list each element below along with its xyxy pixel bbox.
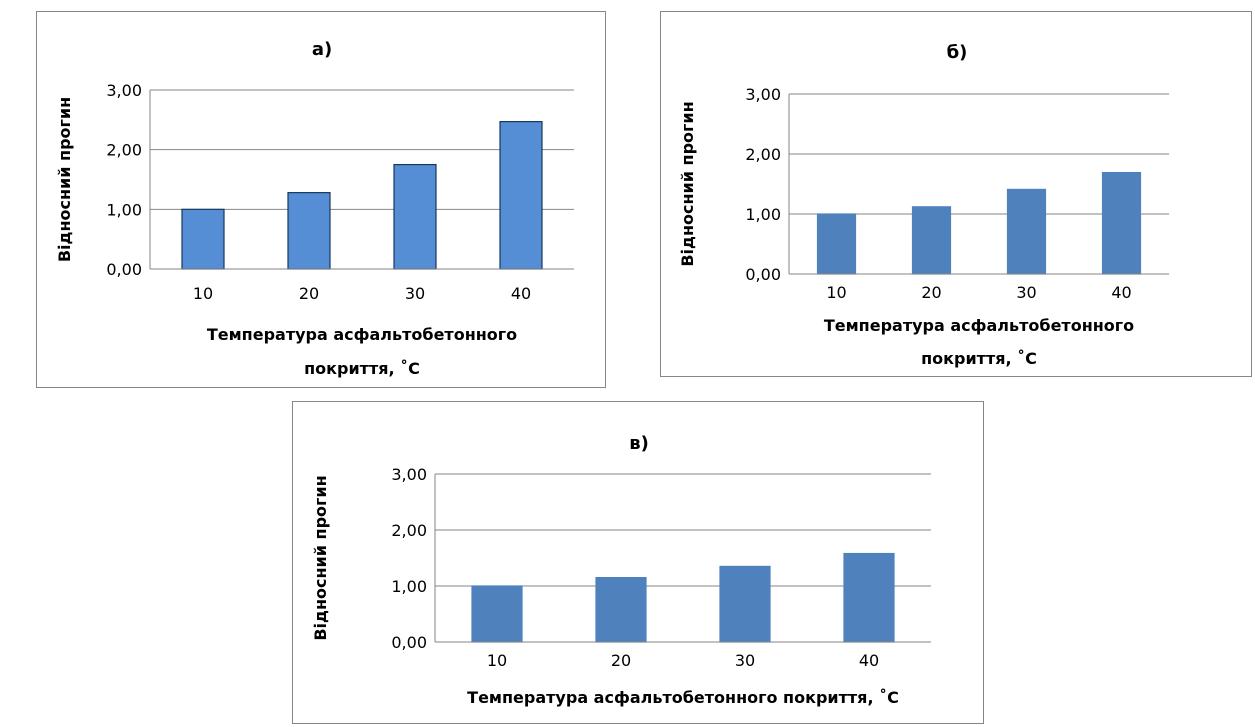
bar — [595, 577, 647, 643]
y-axis-label: Відносний прогин — [55, 97, 74, 262]
chart-a-svg: а) 0,00 1,00 2,00 3,00 10 20 30 40 Температура ас… — [55, 39, 574, 378]
x-tick-label: 10 — [487, 651, 507, 670]
bar — [393, 163, 437, 270]
x-tick-label: 40 — [1111, 283, 1131, 302]
y-tick-label: 0,00 — [745, 265, 781, 284]
y-tick-label: 1,00 — [106, 200, 142, 219]
x-tick-label: 20 — [611, 651, 631, 670]
bar — [843, 552, 895, 643]
y-tick-label: 2,00 — [391, 521, 427, 540]
chart-title: б) — [947, 42, 968, 63]
y-tick-label: 2,00 — [745, 145, 781, 164]
y-axis-label: Відносний прогин — [311, 475, 330, 640]
chart-b-svg: б) 0,00 1,00 2,00 3,00 10 20 30 40 Температура ас… — [678, 42, 1169, 368]
x-tick-label: 30 — [735, 651, 755, 670]
x-axis-label: Температура асфальтобетонного покриття, … — [467, 688, 899, 707]
x-tick-label: 30 — [1016, 283, 1036, 302]
x-tick-label: 30 — [405, 284, 425, 303]
chart-title: в) — [629, 433, 649, 454]
bar — [719, 565, 771, 643]
y-tick-label: 1,00 — [745, 205, 781, 224]
bar — [911, 206, 952, 275]
y-axis-label: Відносний прогин — [678, 101, 697, 266]
x-axis-label: покриття, ˚С — [304, 359, 420, 378]
y-tick-label: 3,00 — [391, 465, 427, 484]
y-tick-label: 1,00 — [391, 577, 427, 596]
y-tick-label: 2,00 — [106, 141, 142, 160]
bar — [499, 121, 543, 270]
x-tick-label: 20 — [299, 284, 319, 303]
bar — [816, 213, 857, 275]
x-tick-label: 10 — [193, 284, 213, 303]
chart-b: б) 0,00 1,00 2,00 3,00 10 20 30 40 Температура ас… — [660, 11, 1252, 377]
chart-title: а) — [312, 39, 332, 60]
bar — [287, 192, 331, 270]
x-tick-label: 40 — [511, 284, 531, 303]
y-tick-label: 0,00 — [391, 633, 427, 652]
y-tick-label: 0,00 — [106, 260, 142, 279]
bar — [1101, 172, 1142, 275]
bar — [1006, 188, 1047, 275]
chart-c-svg: в) 0,00 1,00 2,00 3,00 10 20 30 40 Температура ас… — [311, 433, 931, 707]
x-tick-label: 20 — [921, 283, 941, 302]
x-axis-label: Температура асфальтобетонного — [207, 325, 517, 344]
bar — [471, 585, 523, 643]
x-axis-label: покриття, ˚С — [921, 349, 1037, 368]
x-tick-label: 10 — [826, 283, 846, 302]
y-tick-label: 3,00 — [106, 81, 142, 100]
x-axis-label: Температура асфальтобетонного — [824, 316, 1134, 335]
chart-c: в) 0,00 1,00 2,00 3,00 10 20 30 40 Температура ас… — [292, 401, 984, 724]
bar — [181, 208, 225, 270]
y-tick-label: 3,00 — [745, 85, 781, 104]
x-tick-label: 40 — [859, 651, 879, 670]
chart-a: а) 0,00 1,00 2,00 3,00 10 20 30 40 Температура ас… — [36, 11, 606, 388]
